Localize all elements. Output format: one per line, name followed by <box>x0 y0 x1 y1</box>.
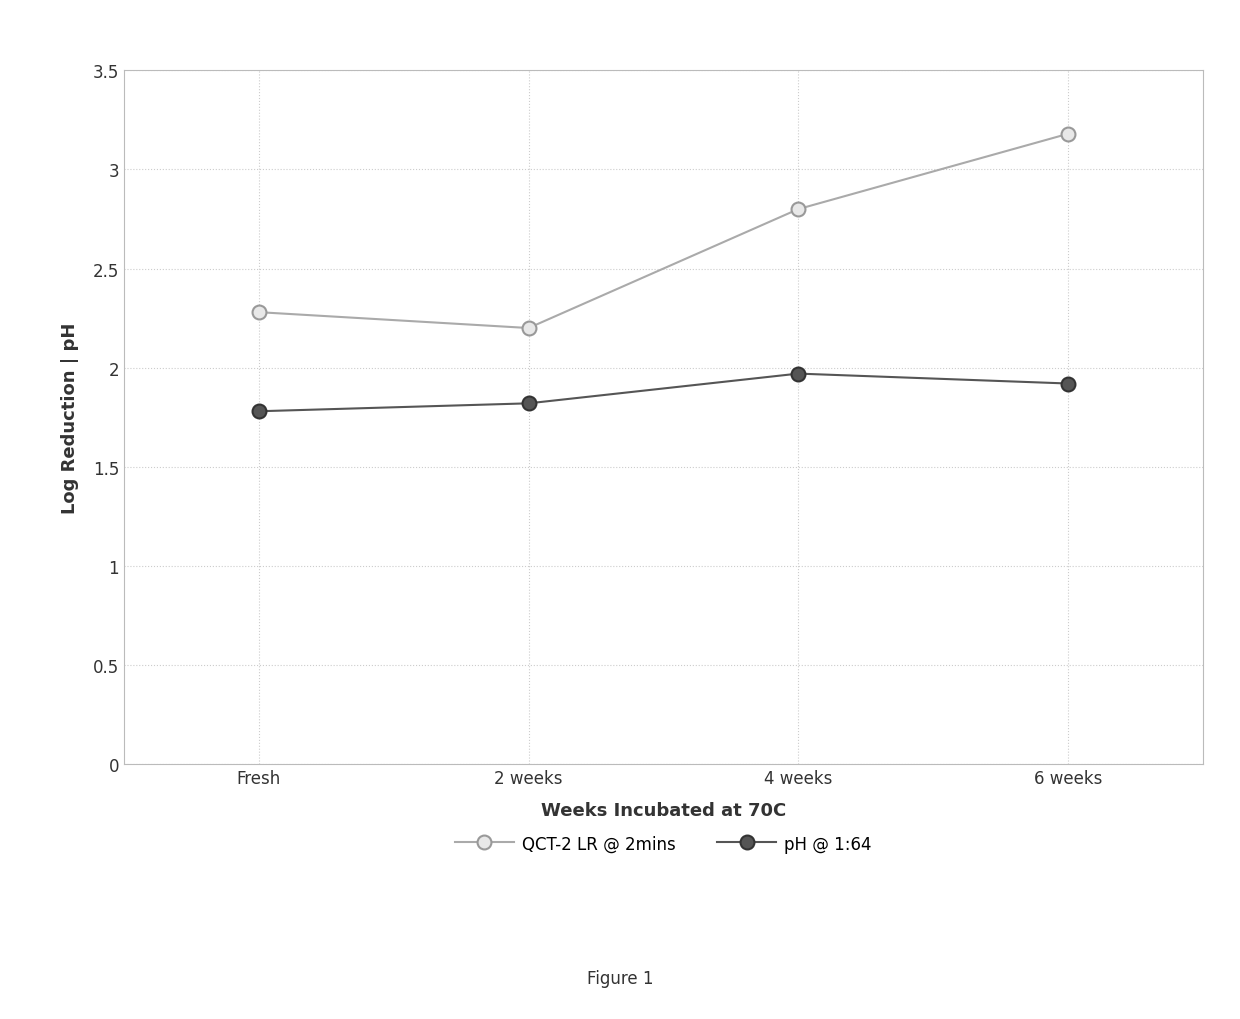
pH @ 1:64 <box>791 368 806 380</box>
QCT-2 LR @ 2mins <box>1060 128 1075 141</box>
Line: QCT-2 LR @ 2mins: QCT-2 LR @ 2mins <box>252 127 1075 335</box>
Text: Figure 1: Figure 1 <box>587 969 653 987</box>
Line: pH @ 1:64: pH @ 1:64 <box>252 367 1075 419</box>
Y-axis label: Log Reduction | pH: Log Reduction | pH <box>61 322 79 514</box>
QCT-2 LR @ 2mins <box>521 323 536 335</box>
QCT-2 LR @ 2mins <box>791 204 806 216</box>
Legend: QCT-2 LR @ 2mins, pH @ 1:64: QCT-2 LR @ 2mins, pH @ 1:64 <box>449 828 878 859</box>
X-axis label: Weeks Incubated at 70C: Weeks Incubated at 70C <box>541 801 786 819</box>
QCT-2 LR @ 2mins <box>252 307 267 319</box>
pH @ 1:64 <box>252 406 267 418</box>
pH @ 1:64 <box>1060 378 1075 390</box>
pH @ 1:64 <box>521 397 536 410</box>
